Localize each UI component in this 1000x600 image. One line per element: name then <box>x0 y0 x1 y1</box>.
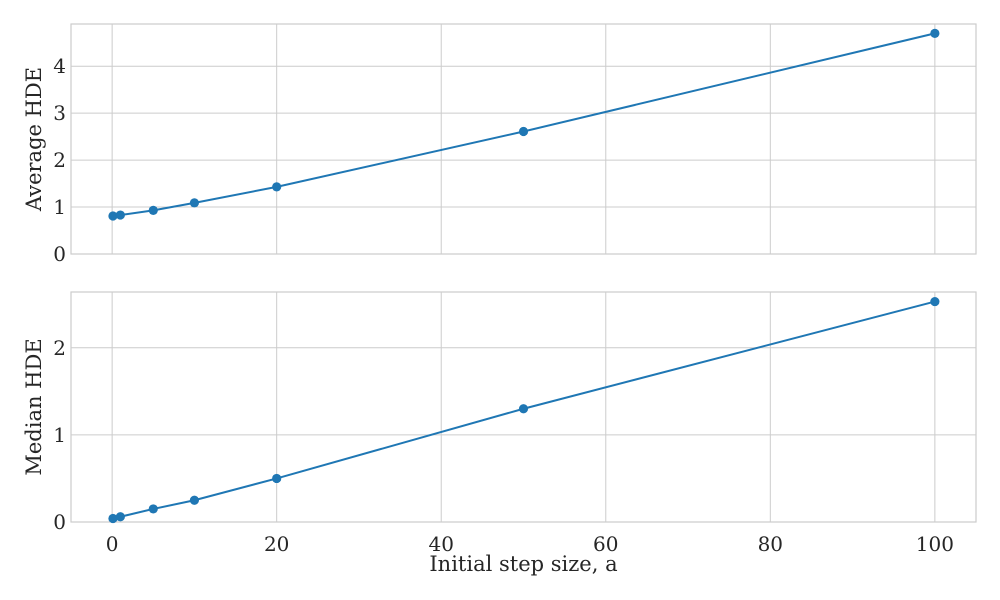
data-point <box>148 205 158 215</box>
plot-frame <box>70 23 977 255</box>
y-tick-label: 3 <box>53 101 66 125</box>
y-tick-label: 0 <box>53 242 66 266</box>
data-point <box>272 182 282 192</box>
average-hde-panel: 0 1 2 3 4 Average HDE <box>22 23 977 266</box>
data-point <box>518 404 529 414</box>
x-tick-label: 100 <box>916 532 954 556</box>
x-tick-label: 20 <box>264 532 289 556</box>
data-point <box>518 126 529 137</box>
x-axis-label: Initial step size, a <box>429 552 617 576</box>
data-point <box>189 198 200 208</box>
plot-frame <box>70 291 977 523</box>
data-point <box>108 513 118 524</box>
data-point <box>115 512 125 522</box>
data-point <box>115 210 125 220</box>
y-axis-label: Median HDE <box>22 338 46 475</box>
data-point <box>148 504 158 514</box>
y-axis-label: Average HDE <box>22 67 46 212</box>
series-line <box>112 32 936 217</box>
y-tick-label: 1 <box>53 195 66 219</box>
x-tick-label: 40 <box>429 532 454 556</box>
data-point <box>272 473 282 484</box>
y-tick-label: 4 <box>53 54 66 78</box>
y-tick-label: 1 <box>53 423 66 447</box>
y-tick-label: 2 <box>53 148 66 172</box>
y-tick-label: 0 <box>53 510 66 534</box>
x-tick-label: 0 <box>106 532 119 556</box>
data-point <box>108 211 118 221</box>
median-hde-panel: 0 20 40 60 80 100 0 1 2 Median HDE Initial step si… <box>22 291 977 576</box>
x-tick-label: 60 <box>593 532 618 556</box>
data-point <box>930 28 940 38</box>
x-tick-label: 80 <box>758 532 783 556</box>
data-point <box>189 495 200 505</box>
data-point <box>930 296 940 307</box>
y-tick-label: 2 <box>53 336 66 360</box>
